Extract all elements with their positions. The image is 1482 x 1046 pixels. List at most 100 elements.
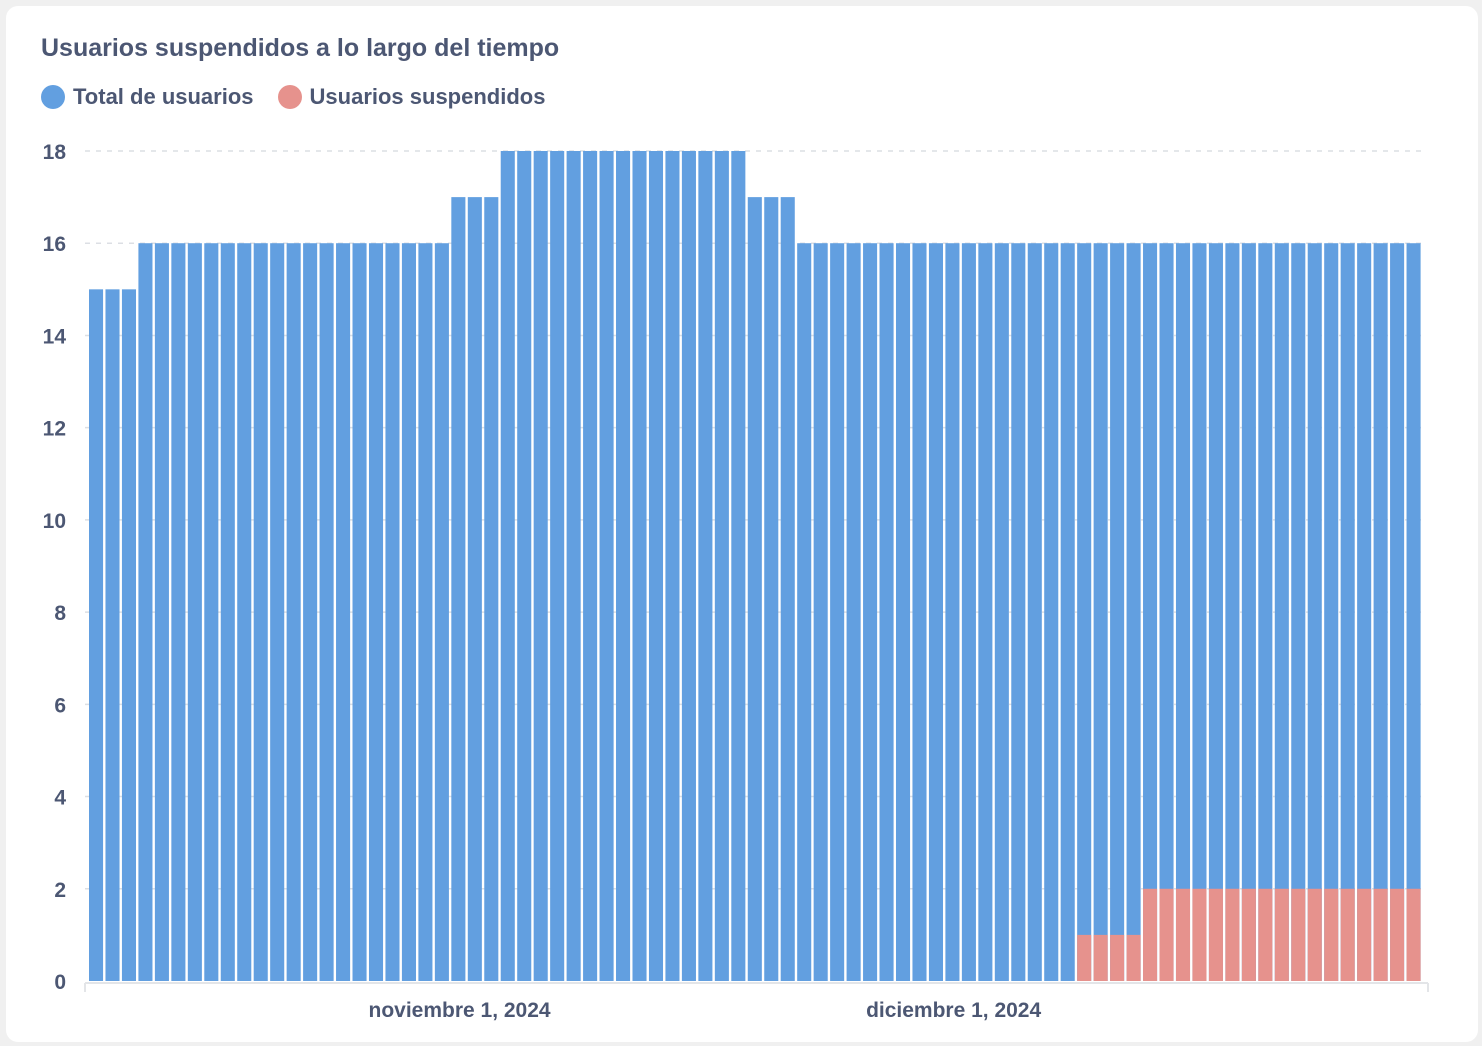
- bar-total-10[interactable]: [253, 243, 268, 981]
- bar-suspended-78[interactable]: [1373, 888, 1388, 981]
- bar-total-73[interactable]: [1291, 243, 1306, 981]
- bar-total-4[interactable]: [154, 243, 169, 981]
- bar-total-6[interactable]: [187, 243, 202, 981]
- bar-total-70[interactable]: [1241, 243, 1256, 981]
- bar-total-25[interactable]: [500, 151, 515, 981]
- bar-total-45[interactable]: [830, 243, 845, 981]
- bar-suspended-74[interactable]: [1307, 888, 1322, 981]
- bar-total-63[interactable]: [1126, 243, 1141, 981]
- bar-total-74[interactable]: [1307, 243, 1322, 981]
- bar-suspended-60[interactable]: [1077, 934, 1092, 981]
- bar-total-8[interactable]: [220, 243, 235, 981]
- bar-total-79[interactable]: [1390, 243, 1405, 981]
- bar-total-49[interactable]: [895, 243, 911, 981]
- bar-total-68[interactable]: [1208, 243, 1223, 981]
- bar-suspended-61[interactable]: [1093, 934, 1108, 981]
- bar-total-65[interactable]: [1159, 243, 1174, 981]
- bar-total-62[interactable]: [1110, 243, 1125, 981]
- bar-total-48[interactable]: [879, 243, 894, 981]
- bar-total-34[interactable]: [648, 151, 664, 981]
- bar-suspended-79[interactable]: [1390, 888, 1405, 981]
- bar-total-38[interactable]: [714, 151, 729, 981]
- bar-total-0[interactable]: [89, 289, 104, 981]
- bar-suspended-70[interactable]: [1241, 888, 1256, 981]
- bar-total-77[interactable]: [1357, 243, 1372, 981]
- bar-total-2[interactable]: [121, 289, 137, 981]
- bar-total-67[interactable]: [1192, 243, 1207, 981]
- bar-total-43[interactable]: [797, 243, 812, 981]
- bar-total-14[interactable]: [319, 243, 334, 981]
- legend-item-suspended[interactable]: Usuarios suspendidos: [277, 84, 545, 110]
- bar-total-36[interactable]: [681, 151, 696, 981]
- bar-total-31[interactable]: [599, 151, 614, 981]
- bar-total-40[interactable]: [747, 197, 762, 982]
- bar-suspended-80[interactable]: [1406, 888, 1421, 981]
- bar-total-64[interactable]: [1143, 243, 1158, 981]
- bar-suspended-75[interactable]: [1324, 888, 1339, 981]
- bar-total-20[interactable]: [418, 243, 433, 981]
- bar-total-56[interactable]: [1011, 243, 1026, 981]
- bar-total-1[interactable]: [105, 289, 120, 981]
- bar-total-9[interactable]: [237, 243, 252, 981]
- bar-total-41[interactable]: [764, 197, 779, 982]
- bar-total-11[interactable]: [270, 243, 285, 981]
- bar-total-46[interactable]: [846, 243, 861, 981]
- bar-suspended-76[interactable]: [1340, 888, 1355, 981]
- bar-total-52[interactable]: [945, 243, 960, 981]
- bar-total-18[interactable]: [385, 243, 400, 981]
- bar-total-55[interactable]: [994, 243, 1009, 981]
- bar-total-5[interactable]: [171, 243, 186, 981]
- bar-total-33[interactable]: [632, 151, 647, 981]
- bar-suspended-66[interactable]: [1175, 888, 1191, 981]
- bar-suspended-62[interactable]: [1110, 934, 1125, 981]
- bar-suspended-69[interactable]: [1225, 888, 1240, 981]
- bar-total-17[interactable]: [368, 243, 384, 981]
- bar-total-71[interactable]: [1258, 243, 1273, 981]
- bar-total-75[interactable]: [1324, 243, 1339, 981]
- bar-total-78[interactable]: [1373, 243, 1388, 981]
- bar-total-47[interactable]: [863, 243, 878, 981]
- bar-total-13[interactable]: [303, 243, 318, 981]
- bar-suspended-68[interactable]: [1208, 888, 1223, 981]
- bar-total-50[interactable]: [912, 243, 927, 981]
- bar-suspended-65[interactable]: [1159, 888, 1174, 981]
- bar-suspended-73[interactable]: [1291, 888, 1306, 981]
- bar-suspended-77[interactable]: [1357, 888, 1372, 981]
- bar-total-54[interactable]: [978, 243, 993, 981]
- bar-total-12[interactable]: [286, 243, 301, 981]
- bar-total-76[interactable]: [1340, 243, 1355, 981]
- bar-suspended-71[interactable]: [1258, 888, 1273, 981]
- bar-total-19[interactable]: [401, 243, 416, 981]
- bar-total-59[interactable]: [1060, 243, 1075, 981]
- bar-total-53[interactable]: [961, 243, 976, 981]
- bar-total-28[interactable]: [550, 151, 565, 981]
- bar-total-15[interactable]: [336, 243, 351, 981]
- bar-suspended-64[interactable]: [1143, 888, 1158, 981]
- bar-total-26[interactable]: [517, 151, 532, 981]
- bar-total-80[interactable]: [1406, 243, 1421, 981]
- bar-total-29[interactable]: [566, 151, 581, 981]
- bar-suspended-72[interactable]: [1274, 888, 1289, 981]
- bar-total-72[interactable]: [1274, 243, 1289, 981]
- bar-total-57[interactable]: [1027, 243, 1042, 981]
- bar-total-51[interactable]: [928, 243, 943, 981]
- bar-total-35[interactable]: [665, 151, 680, 981]
- bar-total-21[interactable]: [434, 243, 449, 981]
- bar-total-30[interactable]: [583, 151, 598, 981]
- bar-suspended-63[interactable]: [1126, 934, 1141, 981]
- bar-total-3[interactable]: [138, 243, 153, 981]
- bar-total-16[interactable]: [352, 243, 367, 981]
- bar-total-61[interactable]: [1093, 243, 1108, 981]
- bar-total-39[interactable]: [731, 151, 746, 981]
- bar-total-66[interactable]: [1175, 243, 1191, 981]
- bar-total-32[interactable]: [616, 151, 631, 981]
- bar-total-23[interactable]: [467, 197, 482, 982]
- bar-total-22[interactable]: [451, 197, 466, 982]
- bar-total-37[interactable]: [698, 151, 713, 981]
- bar-total-7[interactable]: [204, 243, 219, 981]
- bar-total-69[interactable]: [1225, 243, 1240, 981]
- bar-total-60[interactable]: [1077, 243, 1092, 981]
- bar-total-42[interactable]: [780, 197, 795, 982]
- legend-item-total[interactable]: Total de usuarios: [41, 84, 254, 110]
- bar-total-58[interactable]: [1044, 243, 1059, 981]
